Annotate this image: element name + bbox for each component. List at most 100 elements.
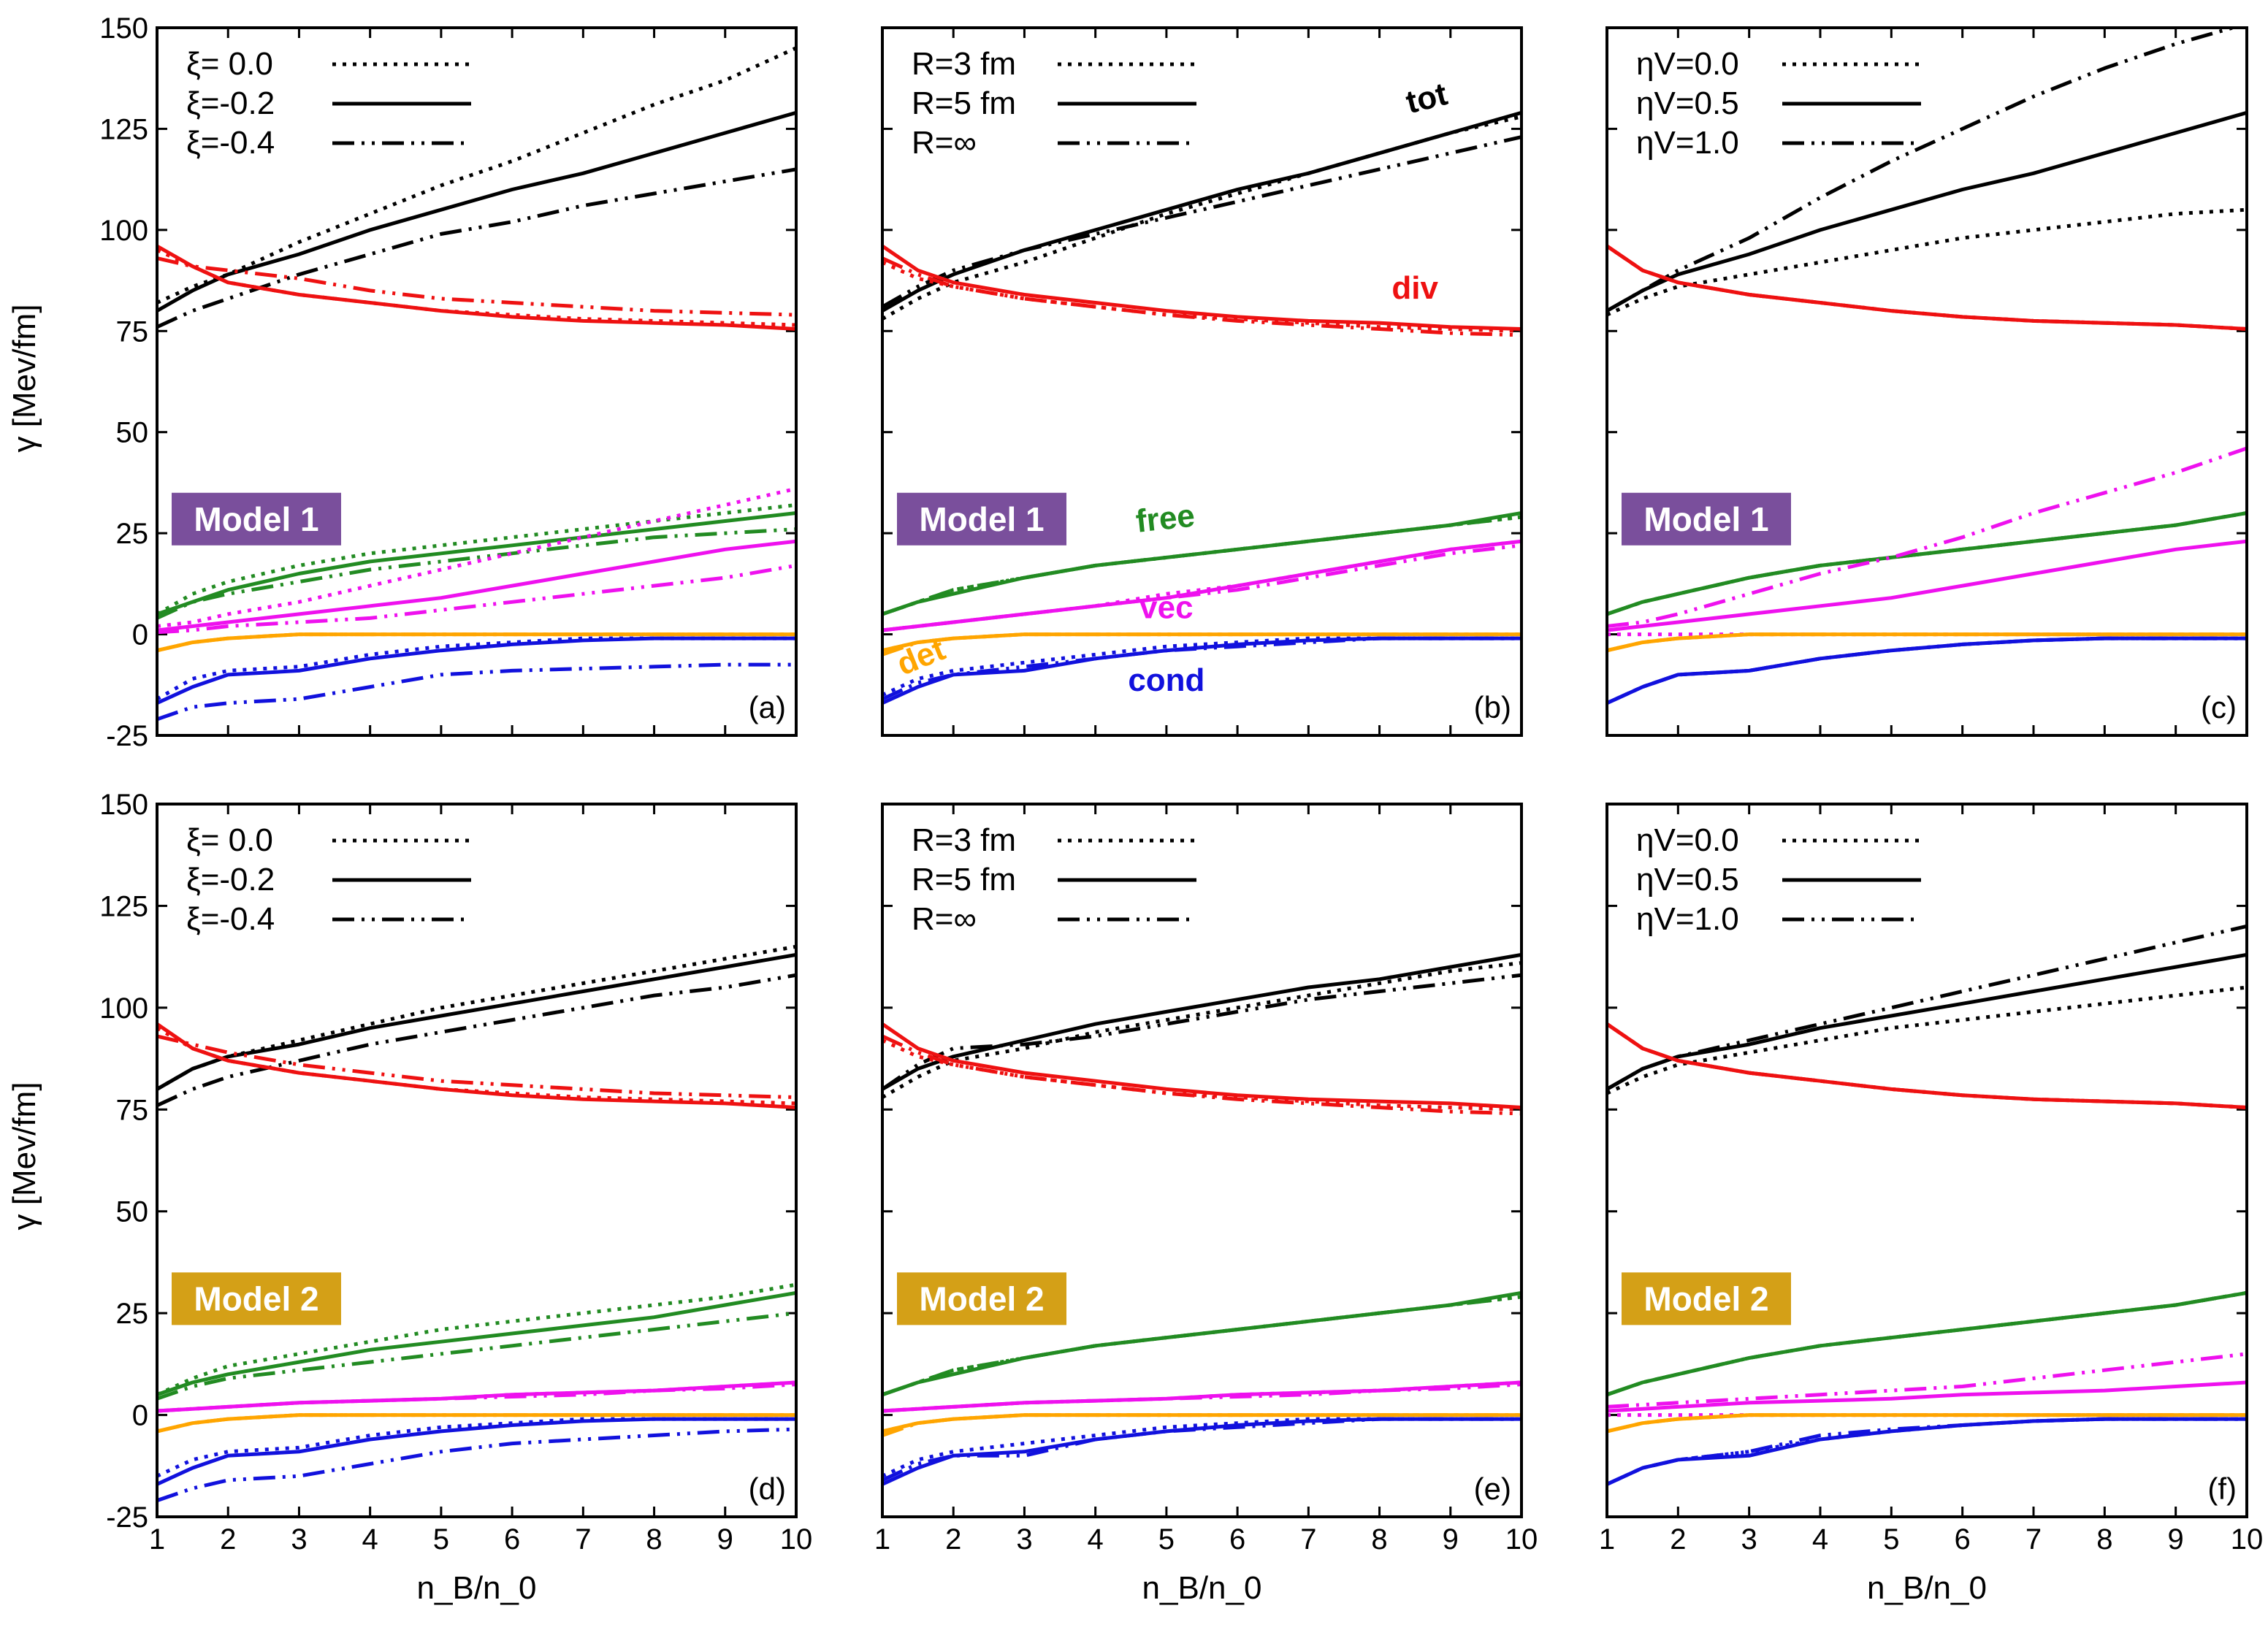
model-badge	[897, 492, 1066, 546]
series-line-tot-dashdotdot	[1607, 924, 2247, 1091]
x-tick-label: 6	[1229, 1523, 1245, 1556]
legend-label: ηV=1.0	[1636, 901, 1739, 937]
series-line-free-solid	[157, 511, 796, 616]
series-line-free-dashdotdot	[157, 527, 796, 620]
legend-label: ηV=0.5	[1636, 862, 1739, 898]
x-tick-label: 6	[1955, 1523, 1971, 1556]
series-line-det-dashdotdot	[882, 1413, 1521, 1437]
x-tick-label: 9	[1443, 1523, 1459, 1556]
x-tick-label: 4	[362, 1523, 378, 1556]
series-line-det-dashdotdot	[1607, 632, 2247, 653]
x-tick-label: 2	[945, 1523, 961, 1556]
series-group	[157, 46, 796, 722]
series-line-vec-dotted	[157, 486, 796, 628]
series-line-free-dashdotdot	[157, 1311, 796, 1401]
legend-label: ξ=-0.2	[186, 862, 275, 898]
plot-frame	[156, 26, 798, 737]
curve-label-cond: cond	[1128, 662, 1204, 698]
model-badge-text: Model 2	[919, 1279, 1044, 1317]
series-line-cond-dotted	[882, 636, 1521, 697]
model-badge-text: Model 2	[1643, 1279, 1768, 1317]
panel-b: R=3 fmR=5 fmR=∞Model 1(b)totdivfreevecde…	[881, 26, 1523, 737]
series-line-div-dashdotdot	[882, 1034, 1521, 1116]
y-axis-title-bottom: γ [Mev/fm]	[7, 1082, 42, 1231]
series-line-free-dotted	[157, 502, 796, 616]
x-tick-label: 10	[1505, 1523, 1538, 1556]
x-axis-title: n_B/n_0	[1867, 1570, 1987, 1606]
x-tick-label: 10	[2231, 1523, 2264, 1556]
y-tick-label: 25	[116, 518, 149, 550]
curve-label-free: free	[1134, 498, 1196, 540]
panel-e: 1 2 3 4 5 6 7 8 9 10 R=3 fm R=5 fmR=∞ Model 2 (e) n_B/…	[874, 803, 1538, 1606]
series-line-div-dashdotdot	[157, 256, 796, 317]
series-line-div-solid	[882, 244, 1521, 331]
series-line-vec-solid	[1607, 539, 2247, 632]
legend-label: R=5 fm	[912, 862, 1016, 898]
y-tick-label: 125	[99, 890, 148, 922]
y-tick-label: 150	[99, 789, 148, 821]
series-line-vec-dotted	[882, 539, 1521, 632]
model-badge	[1622, 492, 1791, 546]
series-line-det-dashdotdot	[1607, 1413, 2247, 1434]
series-group	[882, 110, 1521, 705]
series-line-vec-dashdotdot	[1607, 446, 2247, 628]
series-line-vec-dashdotdot	[882, 1382, 1521, 1413]
y-axis-title-top: γ [Mev/fm]	[7, 305, 42, 453]
y-tick-label: 75	[116, 1094, 149, 1126]
y-tick-label: 100	[99, 215, 148, 247]
legend-label: ηV=0.0	[1636, 822, 1739, 858]
series-line-tot-dotted	[1607, 985, 2247, 1095]
series-line-tot-dashdotdot	[882, 973, 1521, 1091]
series-line-cond-dotted	[157, 1417, 796, 1478]
x-axis-title: n_B/n_0	[1142, 1570, 1262, 1606]
series-line-tot-dotted	[1607, 207, 2247, 317]
series-line-det-dashdotdot	[157, 1413, 796, 1434]
series-line-det-dashdotdot	[157, 632, 796, 653]
series-group	[1607, 924, 2247, 1486]
x-tick-label: 5	[1883, 1523, 1899, 1556]
series-group	[882, 952, 1521, 1486]
panel-letter: (c)	[2201, 690, 2237, 724]
legend-label: ηV=0.0	[1636, 46, 1739, 82]
y-tick-label: 0	[132, 619, 148, 651]
panel-letter: (d)	[749, 1472, 786, 1506]
y-tick-label: 125	[99, 113, 148, 145]
legend-label: ξ=-0.4	[186, 125, 275, 161]
legend-label: R=∞	[912, 901, 977, 937]
series-line-cond-solid	[157, 636, 796, 705]
x-tick-label: 2	[220, 1523, 236, 1556]
plot-frame	[881, 26, 1523, 737]
series-line-free-solid	[157, 1290, 796, 1397]
series-line-cond-dashdotdot	[1607, 1417, 2247, 1486]
panel-letter: (f)	[2207, 1472, 2237, 1506]
legend-label: ξ= 0.0	[186, 46, 273, 82]
panel-a: -25 0 25 50 75 100 125 150 ξ= 0.0ξ=-0.2 ξ=-0.4 Mod…	[99, 12, 798, 752]
legend-label: ηV=1.0	[1636, 125, 1739, 161]
y-tick-label: 50	[116, 1196, 149, 1228]
legend-label: ξ=-0.4	[186, 901, 275, 937]
x-tick-label: 7	[1300, 1523, 1316, 1556]
x-tick-label: 4	[1088, 1523, 1104, 1556]
series-line-free-solid	[882, 1290, 1521, 1397]
series-line-tot-solid	[157, 952, 796, 1091]
series-line-free-dashdotdot	[882, 1295, 1521, 1397]
y-tick-label: 25	[116, 1298, 149, 1330]
x-tick-label: 1	[149, 1523, 165, 1556]
panel-letter: (e)	[1474, 1472, 1511, 1506]
y-tick-label: 100	[99, 992, 148, 1025]
series-line-vec-dashdotdot	[1607, 1352, 2247, 1409]
series-group	[157, 944, 796, 1503]
series-line-vec-dashdotdot	[882, 543, 1521, 632]
series-line-div-dashdotdot	[1607, 1022, 2247, 1109]
x-tick-label: 2	[1670, 1523, 1686, 1556]
x-tick-label: 5	[433, 1523, 449, 1556]
series-line-div-dashdotdot	[1607, 244, 2247, 331]
x-tick-label: 3	[1016, 1523, 1032, 1556]
model-badge	[1622, 1272, 1791, 1325]
series-line-cond-dotted	[882, 1417, 1521, 1478]
x-tick-label: 1	[1599, 1523, 1615, 1556]
series-line-div-solid	[157, 1022, 796, 1109]
series-line-free-dotted	[157, 1282, 796, 1396]
